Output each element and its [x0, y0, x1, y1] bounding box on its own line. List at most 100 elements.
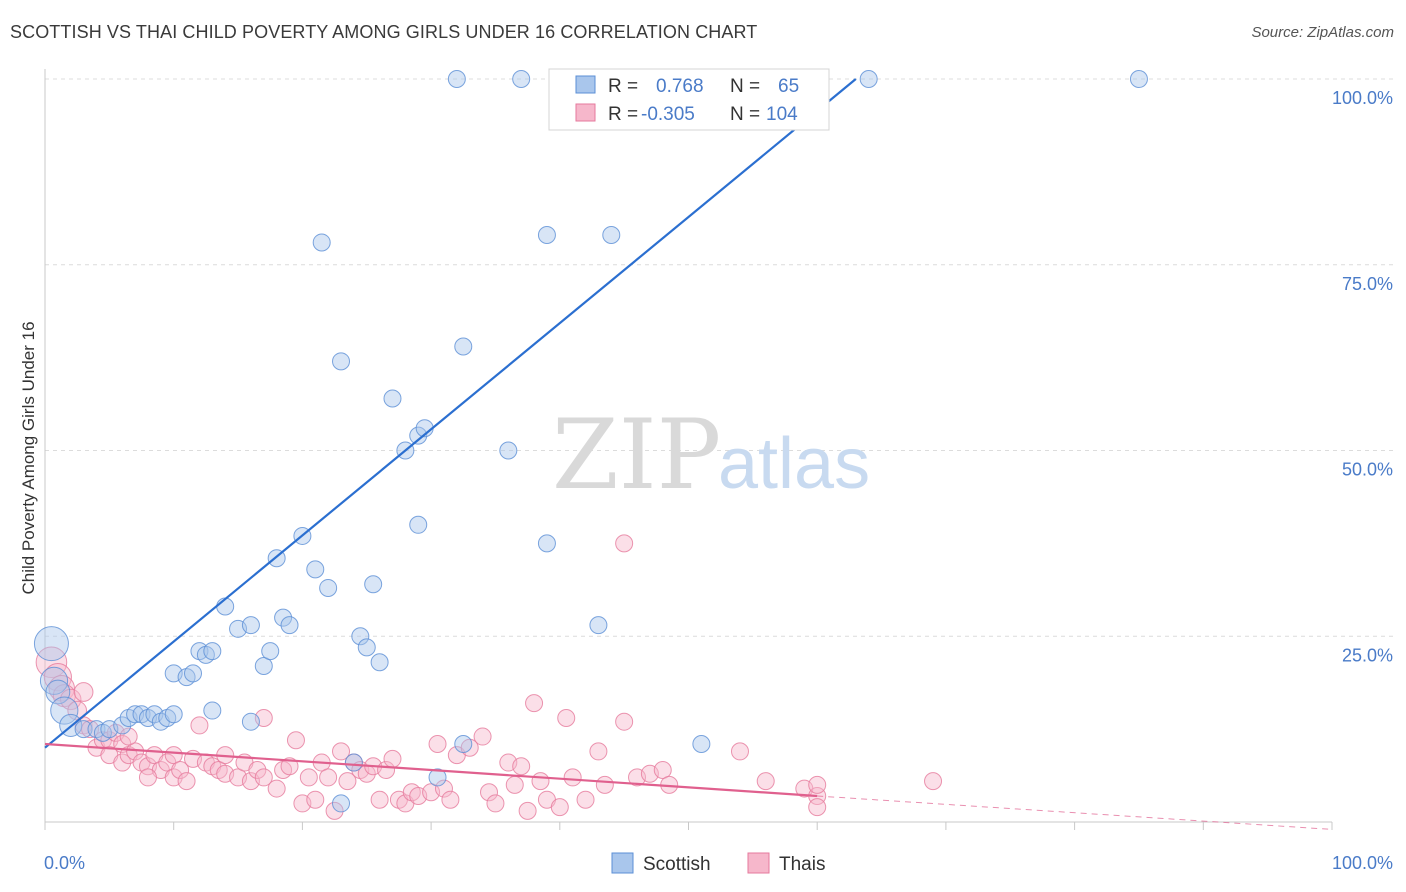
thais-point: [164, 746, 183, 765]
scottish-point: [602, 226, 621, 245]
thais-point: [248, 760, 267, 779]
scottish-point: [589, 616, 608, 635]
thais-point: [595, 775, 614, 794]
thais-point: [512, 757, 531, 776]
legend-thais-label: Thais: [779, 854, 825, 875]
thais-point: [325, 801, 344, 820]
y-axis-tick-labels: 25.0% 50.0% 75.0% 100.0%: [1332, 88, 1393, 665]
thais-point: [525, 694, 544, 713]
scottish-point: [274, 608, 293, 627]
scottish-point: [312, 233, 331, 252]
thais-point: [299, 768, 318, 787]
gridlines: [45, 78, 1393, 637]
thais-point: [254, 768, 273, 787]
scottish-point: [454, 337, 473, 356]
scottish-point: [261, 642, 280, 661]
thais-point: [383, 749, 402, 768]
thais-point: [441, 790, 460, 809]
thais-point: [332, 742, 351, 761]
thais-point: [730, 742, 749, 761]
scottish-point: [537, 534, 556, 553]
thais-point: [557, 708, 576, 727]
thais-point: [60, 688, 82, 711]
chart-title: SCOTTISH VS THAI CHILD POVERTY AMONG GIR…: [10, 22, 758, 42]
thais-point: [370, 790, 389, 809]
source-label: Source: ZipAtlas.com: [1251, 24, 1394, 41]
scottish-points: [33, 70, 1148, 813]
thais-point: [286, 731, 305, 750]
thais-point: [119, 727, 138, 746]
thais-trend-extension: [817, 795, 1333, 830]
thais-trend-line: [44, 742, 818, 798]
scottish-point: [113, 716, 132, 735]
thais-point: [518, 801, 537, 820]
thais-point: [563, 768, 582, 787]
thais-point: [653, 760, 672, 779]
scottish-point: [454, 734, 473, 753]
y-axis-label: Child Poverty Among Girls Under 16: [19, 321, 38, 594]
scottish-point: [45, 679, 71, 705]
thais-point: [589, 742, 608, 761]
thais-point: [615, 712, 634, 731]
thais-point: [473, 727, 492, 746]
x-tick-label-min: 0.0%: [44, 853, 85, 873]
scottish-point: [364, 575, 383, 594]
thais-point: [808, 798, 827, 817]
scottish-swatch: [575, 75, 596, 94]
thais-point: [177, 772, 196, 791]
scottish-r-value: 0.768: [656, 76, 704, 97]
y-tick-label: 50.0%: [1342, 460, 1393, 480]
watermark: ZIP atlas: [552, 399, 870, 511]
thais-r-value: -0.305: [641, 104, 695, 125]
scottish-point: [344, 753, 363, 772]
thais-point: [267, 779, 286, 798]
scottish-point: [859, 70, 878, 88]
y-tick-label: 25.0%: [1342, 645, 1393, 665]
scottish-point: [319, 578, 338, 597]
thais-point: [319, 768, 338, 787]
scottish-point: [332, 352, 351, 371]
thais-point: [615, 534, 634, 553]
scottish-point: [216, 597, 235, 616]
x-tick-label-max: 100.0%: [1332, 853, 1393, 873]
scottish-point: [409, 426, 428, 445]
scottish-point: [351, 627, 370, 646]
legend-scottish-swatch: [611, 852, 634, 874]
thais-point: [576, 790, 595, 809]
watermark-zip: ZIP: [552, 399, 721, 511]
thais-point: [486, 794, 505, 813]
scottish-point: [537, 226, 556, 245]
scottish-point: [1129, 70, 1148, 88]
thais-point: [338, 772, 357, 791]
scottish-point: [409, 515, 428, 534]
thais-n-value: 104: [766, 104, 798, 125]
scottish-point: [203, 701, 222, 720]
thais-point: [924, 772, 943, 791]
thais-point: [505, 775, 524, 794]
scottish-point: [512, 70, 531, 88]
thais-point: [280, 757, 299, 776]
scottish-point: [280, 616, 299, 635]
stats-legend-box: [548, 68, 830, 131]
y-tick-label: 75.0%: [1342, 274, 1393, 294]
scottish-point: [383, 389, 402, 408]
scottish-point: [306, 560, 325, 579]
thais-point: [138, 768, 157, 787]
scottish-point: [74, 720, 93, 739]
scottish-n-label: N =: [730, 76, 760, 97]
scottish-point: [428, 768, 447, 787]
scottish-point: [33, 626, 69, 662]
thais-point: [808, 775, 827, 794]
thais-swatch: [575, 103, 596, 122]
thais-point: [480, 783, 499, 802]
thais-point: [113, 753, 132, 772]
scottish-point: [50, 696, 79, 725]
x-axis-ticks: [44, 822, 1333, 830]
thais-point: [73, 682, 94, 702]
thais-point: [428, 734, 447, 753]
thais-point: [434, 779, 453, 798]
thais-point: [43, 663, 72, 692]
thais-point: [35, 646, 68, 679]
scottish-n-value: 65: [778, 76, 799, 97]
